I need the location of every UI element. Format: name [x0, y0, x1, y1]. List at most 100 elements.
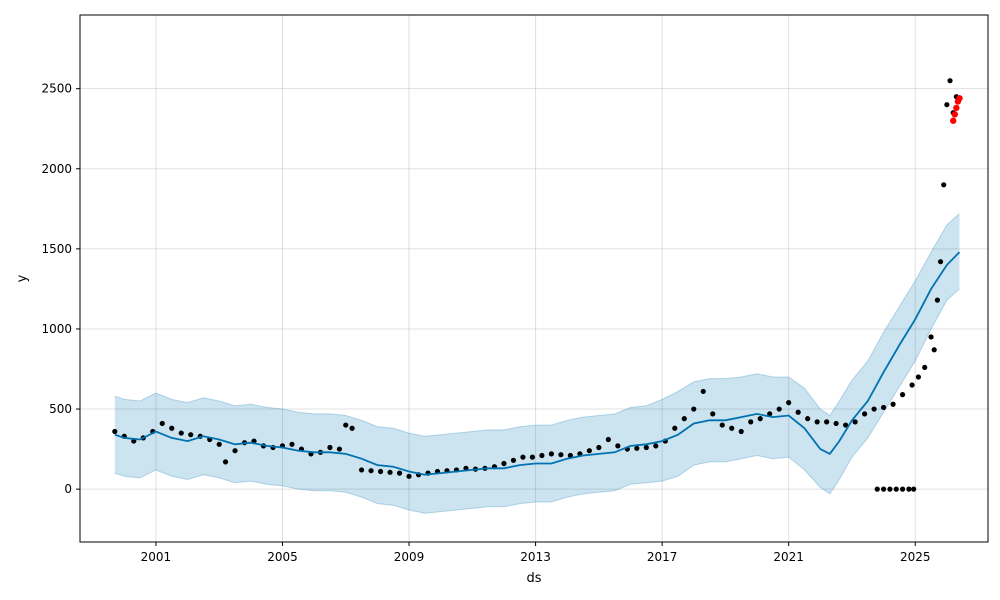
observed-point	[874, 486, 880, 492]
observed-point	[406, 473, 412, 479]
observed-point	[159, 420, 165, 427]
observed-point	[548, 451, 555, 457]
observed-point	[944, 102, 950, 108]
future-point	[956, 95, 963, 102]
observed-point	[558, 452, 564, 458]
y-tick-label: 2500	[41, 82, 72, 96]
observed-point	[343, 422, 349, 428]
y-tick-label: 2000	[41, 162, 72, 176]
observed-point	[358, 467, 365, 473]
x-tick-label: 2021	[773, 550, 804, 564]
observed-point	[700, 388, 706, 395]
uncertainty-interval-band	[114, 213, 960, 514]
observed-point	[852, 419, 858, 425]
x-tick-label: 2025	[900, 550, 931, 564]
observed-point	[615, 443, 621, 449]
observed-point	[786, 400, 792, 406]
observed-point	[501, 460, 507, 467]
observed-point	[909, 382, 915, 388]
uncertainty-upper-bound-line	[114, 213, 960, 437]
observed-point	[729, 425, 735, 431]
x-tick-label: 2013	[520, 550, 551, 564]
observed-point	[719, 422, 725, 428]
observed-point	[890, 401, 896, 407]
observed-point	[586, 448, 592, 454]
observed-point	[691, 406, 697, 412]
observed-point	[941, 182, 947, 188]
observed-point	[899, 486, 906, 492]
observed-point	[805, 416, 811, 422]
observed-point	[520, 454, 526, 460]
observed-point	[738, 428, 744, 435]
observed-point	[681, 416, 687, 422]
y-tick-label: 500	[49, 402, 72, 416]
observed-point	[833, 420, 839, 427]
observed-point	[795, 409, 801, 415]
observed-point	[188, 432, 194, 438]
observed-point	[396, 470, 403, 476]
observed-point	[567, 452, 573, 459]
observed-point	[893, 486, 899, 492]
forecast-line	[114, 251, 961, 476]
y-tick-label: 1000	[41, 322, 72, 336]
observed-point	[510, 457, 517, 463]
observed-point	[911, 486, 917, 492]
y-tick-label: 0	[64, 482, 72, 496]
observed-point	[289, 441, 295, 447]
observed-point	[605, 436, 611, 443]
observed-point	[368, 468, 374, 474]
observed-point	[216, 441, 222, 447]
observed-point	[634, 445, 640, 451]
future-point	[953, 104, 960, 112]
observed-point	[327, 444, 333, 451]
observed-point	[871, 406, 877, 412]
observed-point	[767, 411, 773, 417]
uncertainty-lower-bound-line	[114, 288, 960, 514]
observed-point	[931, 347, 937, 353]
observed-point	[862, 411, 868, 417]
observed-point	[928, 334, 934, 340]
observed-point	[934, 297, 940, 303]
observed-point	[937, 259, 944, 265]
observed-point	[947, 78, 953, 84]
observed-points	[112, 78, 959, 492]
observed-point	[387, 469, 393, 475]
observed-point	[757, 416, 763, 422]
future-point	[949, 117, 957, 124]
observed-point	[377, 468, 384, 475]
observed-point	[843, 422, 849, 428]
x-axis-ticks: 2001 2005 2009 2013 2017 2021 2025	[141, 542, 931, 564]
x-tick-label: 2005	[267, 550, 298, 564]
observed-point	[710, 411, 716, 417]
observed-point	[915, 374, 921, 380]
observed-point	[899, 392, 906, 398]
observed-point	[112, 428, 118, 435]
x-tick-label: 2001	[141, 550, 172, 564]
observed-point	[776, 406, 782, 412]
x-tick-label: 2009	[394, 550, 425, 564]
y-axis-ticks: 0 500 1000 1500 2000 2500	[41, 82, 80, 496]
observed-point	[814, 419, 820, 425]
observed-point	[529, 454, 536, 460]
observed-point	[232, 448, 238, 454]
future-points	[949, 95, 963, 124]
observed-point	[336, 446, 343, 452]
observed-point	[922, 364, 928, 371]
observed-point	[643, 444, 649, 451]
observed-point	[748, 419, 754, 425]
observed-point	[169, 425, 175, 431]
observed-point	[596, 444, 602, 451]
observed-point	[349, 425, 355, 431]
observed-point	[178, 430, 184, 436]
observed-point	[222, 459, 229, 465]
observed-point	[539, 452, 545, 459]
observed-point	[887, 486, 893, 492]
y-axis-label: y	[15, 274, 30, 282]
observed-point	[880, 404, 887, 411]
observed-point	[653, 443, 659, 449]
observed-point	[672, 425, 678, 431]
plot-frame	[79, 14, 989, 543]
observed-point	[880, 486, 887, 492]
x-tick-label: 2017	[647, 550, 678, 564]
